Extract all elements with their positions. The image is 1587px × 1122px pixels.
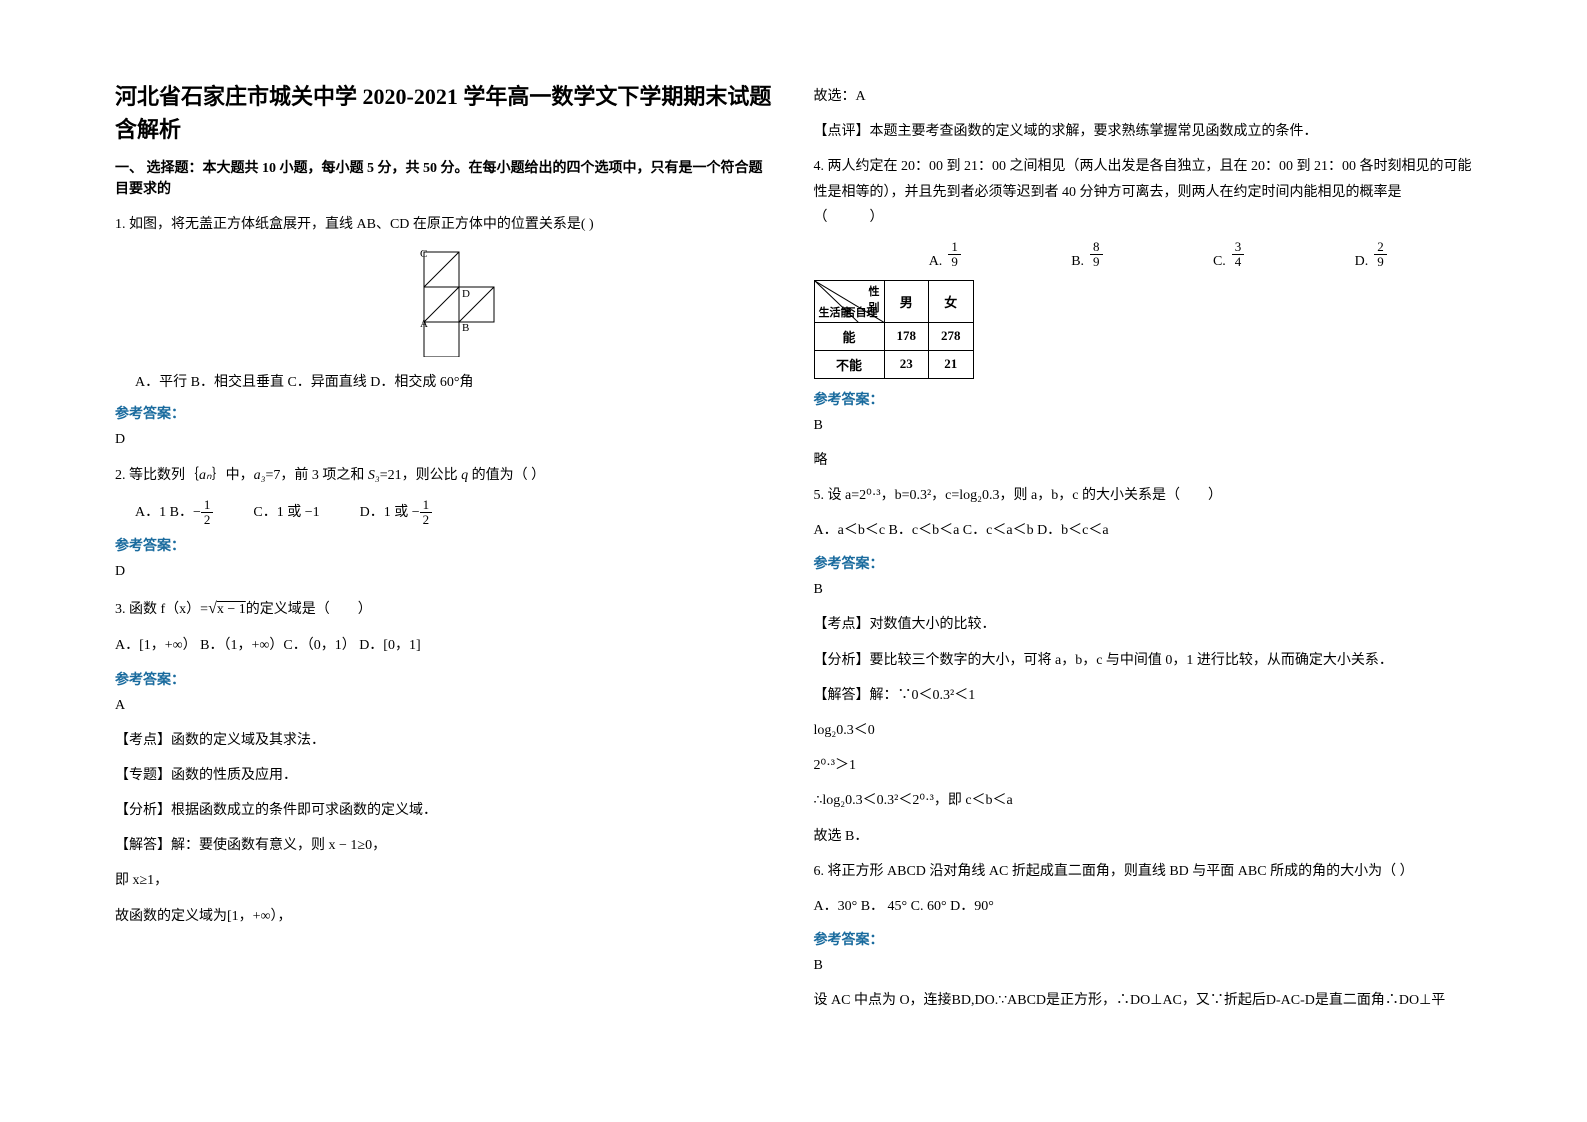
fC-d: 4 <box>1232 255 1245 269</box>
q2-neg2: − <box>412 505 420 520</box>
q5-options: A．a＜b＜c B．c＜b＜a C．c＜a＜b D．b＜c＜a <box>814 518 1473 543</box>
q1-figure: C D A B <box>115 247 774 362</box>
q5-answer-label: 参考答案： <box>814 553 1473 573</box>
q4-stem: 4. 两人约定在 20：00 到 21：00 之间相见（两人出发是各自独立，且在… <box>814 154 1473 230</box>
fA-n: 1 <box>948 240 961 255</box>
r2c2: 21 <box>929 350 974 378</box>
q4-A: A. <box>929 254 943 270</box>
r2c1: 23 <box>884 350 929 378</box>
q3-exp4: 【解答】解：要使函数有意义，则 x − 1≥0， <box>115 833 774 858</box>
q5-exp7: 故选 B． <box>814 824 1473 849</box>
q3-answer-label: 参考答案： <box>115 669 774 689</box>
q5-answer: B <box>814 577 1473 602</box>
q2-options: A．1 B．−12 C．1 或 −1 D．1 或 −12 <box>135 498 774 528</box>
q2-optC: C．1 或 −1 <box>253 500 319 525</box>
q2-s3: S₃ <box>368 468 380 483</box>
q2-an: aₙ <box>199 468 212 483</box>
q4-D: D. <box>1355 254 1369 270</box>
q4-B: B. <box>1071 254 1084 270</box>
page-title: 河北省石家庄市城关中学 2020-2021 学年高一数学文下学期期末试题含解析 <box>115 80 774 146</box>
diag-cell: 性别 生活能 否自理 <box>814 280 884 322</box>
right-column: 故选：A 【点评】本题主要考查函数的定义域的求解，要求熟练掌握常见函数成立的条件… <box>794 80 1493 1082</box>
q2-t4: =21，则公比 <box>380 468 461 483</box>
svg-text:D: D <box>462 288 470 300</box>
left-column: 河北省石家庄市城关中学 2020-2021 学年高一数学文下学期期末试题含解析 … <box>95 80 794 1082</box>
q1-answer: D <box>115 427 774 452</box>
q3-exp8: 【点评】本题主要考查函数的定义域的求解，要求熟练掌握常见函数成立的条件． <box>814 119 1473 144</box>
fD-d: 9 <box>1374 255 1387 269</box>
q5-exp3: 【解答】解：∵0＜0.3²＜1 <box>814 683 1473 708</box>
q3-exp6: 故函数的定义域为[1，+∞）， <box>115 904 774 929</box>
q1-stem: 1. 如图，将无盖正方体纸盒展开，直线 AB、CD 在原正方体中的位置关系是( … <box>115 212 774 237</box>
q2-optD: D．1 或 <box>360 505 412 520</box>
r1c0: 能 <box>814 322 884 350</box>
q6-answer-label: 参考答案： <box>814 929 1473 949</box>
r1c2: 278 <box>929 322 974 350</box>
q6-options: A．30° B． 45° C. 60° D．90° <box>814 894 1473 919</box>
q5-exp5: 2⁰·³＞1 <box>814 753 1473 778</box>
q4-answer2: 略 <box>814 448 1473 473</box>
q5-stem: 5. 设 a=2⁰·³，b=0.3²，c=log₂0.3，则 a，b，c 的大小… <box>814 483 1473 508</box>
q4-answer-label: 参考答案： <box>814 389 1473 409</box>
q3-options: A．[1，+∞） B．（1，+∞）C．（0，1） D．[0，1] <box>115 633 774 658</box>
fB-d: 9 <box>1090 255 1103 269</box>
section-one-heading: 一、 选择题：本大题共 10 小题，每小题 5 分，共 50 分。在每小题给出的… <box>115 158 774 200</box>
q3-exp5: 即 x≥1， <box>115 868 774 893</box>
unfolded-cube-icon: C D A B <box>384 247 504 357</box>
q3-exp7: 故选：A <box>814 84 1473 109</box>
q1-answer-label: 参考答案： <box>115 403 774 423</box>
q3-exp3: 【分析】根据函数成立的条件即可求函数的定义域． <box>115 798 774 823</box>
q5-exp6: ∴log₂0.3＜0.3²＜2⁰·³，即 c＜b＜a <box>814 788 1473 813</box>
th-female: 女 <box>929 280 974 322</box>
q4-table: 性别 生活能 否自理 男 女 能 178 278 不能 23 21 <box>814 280 974 379</box>
q3-answer: A <box>115 693 774 718</box>
q4-C: C. <box>1213 254 1226 270</box>
r2c0: 不能 <box>814 350 884 378</box>
q2-answer-label: 参考答案： <box>115 535 774 555</box>
th-male: 男 <box>884 280 929 322</box>
fA-d: 9 <box>948 255 961 269</box>
q3-t1: 3. 函数 f（x）= <box>115 602 208 617</box>
q5-exp4: log₂0.3＜0 <box>814 718 1473 743</box>
q6-exp: 设 AC 中点为 O，连接BD,DO.∵ABCD是正方形，∴DO⊥AC，又∵折起… <box>814 988 1473 1013</box>
q3-t2: 的定义域是（ ） <box>246 602 372 617</box>
q2-stem: 2. 等比数列｛aₙ｝中，a₃=7，前 3 项之和 S₃=21，则公比 q 的值… <box>115 463 774 488</box>
r1c1: 178 <box>884 322 929 350</box>
q2-answer: D <box>115 559 774 584</box>
q3-stem: 3. 函数 f（x）=√x − 1的定义域是（ ） <box>115 595 774 624</box>
svg-text:A: A <box>420 318 428 330</box>
diag-a: 性 <box>869 286 880 298</box>
q2-t1: 2. 等比数列｛ <box>115 468 199 483</box>
svg-text:B: B <box>462 322 469 334</box>
q2-a3: a₃ <box>254 468 266 483</box>
fC-n: 3 <box>1232 240 1245 255</box>
q2-t2: ｝中， <box>212 468 254 483</box>
q6-answer: B <box>814 953 1473 978</box>
q2-t5: 的值为（ ） <box>468 468 545 483</box>
q5-exp2: 【分析】要比较三个数字的大小，可将 a，b，c 与中间值 0，1 进行比较，从而… <box>814 648 1473 673</box>
q2-neg1: − <box>193 505 201 520</box>
q2-t3: =7，前 3 项之和 <box>265 468 367 483</box>
q3-exp2: 【专题】函数的性质及应用． <box>115 763 774 788</box>
q6-stem-text: 6. 将正方形 ABCD 沿对角线 AC 折起成直二面角，则直线 BD 与平面 … <box>814 864 1414 879</box>
fD-n: 2 <box>1374 240 1387 255</box>
q1-options: A．平行 B．相交且垂直 C．异面直线 D．相交成 60°角 <box>135 370 774 395</box>
fB-n: 8 <box>1090 240 1103 255</box>
q4-options: A.19 B.89 C.34 D.29 <box>874 240 1443 270</box>
diag-c: 否自理 <box>845 304 878 320</box>
q5-exp1: 【考点】对数值大小的比较． <box>814 612 1473 637</box>
svg-text:C: C <box>420 248 427 260</box>
q4-answer: B <box>814 413 1473 438</box>
q6-stem: 6. 将正方形 ABCD 沿对角线 AC 折起成直二面角，则直线 BD 与平面 … <box>814 859 1473 884</box>
q3-sqrt: x − 1 <box>217 602 246 617</box>
q3-exp1: 【考点】函数的定义域及其求法． <box>115 728 774 753</box>
q2-optA: A．1 B． <box>135 505 193 520</box>
